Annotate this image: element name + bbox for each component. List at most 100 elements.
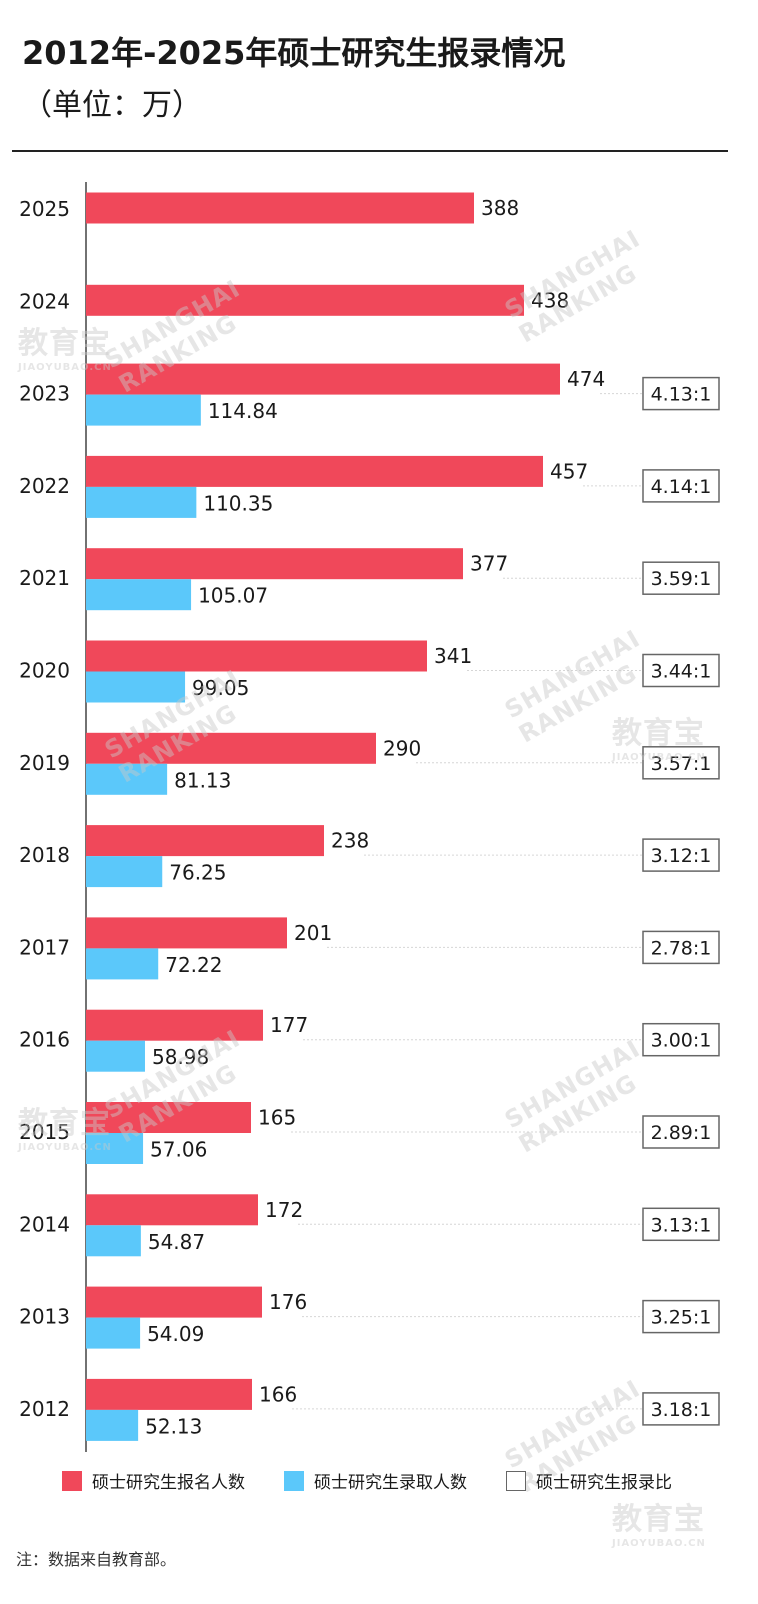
legend-swatch-applicants (62, 1470, 82, 1491)
bar-admitted (86, 486, 197, 518)
legend-item-applicants: 硕士研究生报名人数 (62, 1468, 245, 1493)
legend-label-admitted: 硕士研究生录取人数 (314, 1473, 467, 1493)
data-label-applicants: 177 (270, 1013, 308, 1037)
data-label-applicants: 165 (258, 1106, 296, 1130)
data-label-admitted: 114.84 (208, 399, 278, 423)
bar-applicants (86, 1009, 263, 1041)
data-label-admitted: 54.09 (147, 1322, 204, 1346)
data-label-admitted: 72.22 (165, 953, 222, 977)
category-label: 2024 (19, 289, 70, 313)
chart-subtitle: （单位：万） (22, 88, 202, 123)
data-label-applicants: 290 (383, 736, 421, 760)
data-label-applicants: 457 (550, 459, 588, 483)
ratio-box (642, 1115, 720, 1149)
bar-applicants (86, 284, 524, 316)
data-label-admitted: 57.06 (150, 1138, 207, 1162)
bar-applicants (86, 732, 376, 764)
title-divider (12, 150, 728, 152)
footnote: 注：数据来自教育部。 (16, 1550, 177, 1569)
ratio-label: 4.13:1 (651, 384, 712, 406)
bar-admitted (86, 948, 159, 980)
legend-swatch-admitted (284, 1470, 304, 1491)
category-label: 2017 (19, 935, 70, 959)
data-label-applicants: 474 (567, 367, 605, 391)
category-label: 2014 (19, 1212, 70, 1236)
ratio-box (642, 653, 720, 688)
data-label-admitted: 76.25 (169, 861, 226, 885)
data-label-admitted: 110.35 (203, 491, 273, 515)
data-label-applicants: 438 (531, 288, 569, 312)
category-label: 2019 (19, 751, 70, 775)
data-label-admitted: 58.98 (152, 1045, 209, 1069)
data-label-admitted: 54.87 (148, 1230, 205, 1254)
bar-applicants (86, 455, 543, 487)
ratio-label: 2.89:1 (651, 1122, 712, 1144)
data-label-applicants: 341 (434, 644, 472, 668)
chart-legend: 硕士研究生报名人数 硕士研究生录取人数 硕士研究生报录比 (0, 1468, 758, 1500)
ratio-box (642, 376, 720, 411)
bar-admitted (86, 1225, 141, 1257)
category-label: 2022 (19, 474, 70, 498)
category-label: 2025 (19, 197, 70, 221)
data-label-applicants: 388 (481, 196, 519, 220)
legend-label-applicants: 硕士研究生报名人数 (92, 1473, 245, 1493)
watermark-text: JIAOYUBAO.CN (612, 1538, 706, 1549)
ratio-label: 3.00:1 (651, 1030, 712, 1052)
legend-swatch-ratio (506, 1470, 526, 1491)
ratio-box (642, 1392, 720, 1426)
ratio-box (642, 561, 720, 595)
watermark-text: 教育宝 (612, 1502, 705, 1537)
category-label: 2020 (19, 659, 70, 683)
ratio-box (642, 1299, 720, 1334)
ratio-label: 3.13:1 (651, 1214, 712, 1236)
bar-admitted (86, 1133, 144, 1164)
ratio-box (642, 1207, 720, 1242)
data-label-applicants: 176 (269, 1290, 307, 1314)
ratio-label: 3.57:1 (651, 753, 712, 775)
bar-applicants (86, 640, 427, 672)
bar-admitted (86, 763, 168, 795)
category-label: 2021 (19, 566, 70, 590)
bar-applicants (86, 917, 287, 949)
bar-applicants (86, 192, 474, 224)
bar-applicants (86, 1378, 252, 1410)
ratio-label: 4.14:1 (651, 476, 712, 498)
bar-applicants (86, 825, 324, 857)
data-label-applicants: 238 (331, 829, 369, 853)
ratio-box (642, 746, 720, 780)
category-label: 2012 (19, 1397, 70, 1421)
data-label-admitted: 52.13 (145, 1414, 202, 1438)
ratio-label: 3.25:1 (651, 1307, 712, 1329)
data-label-admitted: 105.07 (198, 584, 268, 608)
ratio-label: 2.78:1 (651, 937, 712, 959)
category-label: 2023 (19, 382, 70, 406)
category-label: 2015 (19, 1120, 70, 1144)
bar-admitted (86, 856, 163, 888)
ratio-box (642, 469, 720, 503)
ratio-label: 3.18:1 (651, 1399, 712, 1421)
bar-applicants (86, 1286, 262, 1318)
data-label-admitted: 99.05 (192, 676, 249, 700)
bar-admitted (86, 1317, 141, 1349)
bar-admitted (86, 1409, 139, 1441)
ratio-box (642, 838, 720, 872)
chart-title: 2012年-2025年硕士研究生报录情况 (22, 34, 566, 72)
ratio-box (642, 930, 720, 965)
ratio-label: 3.59:1 (651, 568, 712, 590)
category-label: 2013 (19, 1305, 70, 1329)
data-label-applicants: 172 (265, 1198, 303, 1222)
ratio-label: 3.44:1 (651, 661, 712, 683)
bar-applicants (86, 1194, 258, 1226)
watermark-jiaoyubao: 教育宝 JIAOYUBAO.CN (612, 1494, 706, 1549)
legend-item-admitted: 硕士研究生录取人数 (284, 1468, 467, 1493)
data-label-applicants: 166 (259, 1382, 297, 1406)
bar-applicants (86, 548, 463, 580)
ratio-label: 3.12:1 (651, 845, 712, 867)
bar-admitted (86, 579, 192, 611)
bar-chart: 2025 388 2024 438 2023 474 114.84 4.13:1 2022 457… (19, 182, 720, 1452)
ratio-box (642, 1022, 720, 1057)
legend-label-ratio: 硕士研究生报录比 (536, 1473, 672, 1493)
data-label-applicants: 201 (294, 921, 332, 945)
bar-applicants (86, 363, 560, 395)
bar-applicants (86, 1102, 251, 1133)
